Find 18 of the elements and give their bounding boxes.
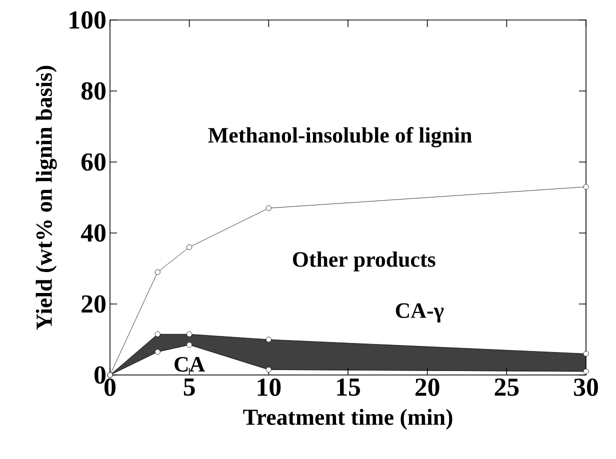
y-tick-label: 60 bbox=[81, 153, 106, 171]
series-label: Other products bbox=[293, 251, 436, 272]
annotation: Methanol-insoluble of lignin bbox=[208, 127, 472, 148]
series-label: CA bbox=[174, 356, 206, 372]
x-tick-label: 25 bbox=[494, 378, 519, 396]
x-axis-title: Treatment time (min) bbox=[243, 408, 452, 430]
x-tick-label: 15 bbox=[337, 378, 360, 396]
x-tick-label: 30 bbox=[574, 378, 598, 396]
y-tick-label: 20 bbox=[82, 295, 106, 313]
y-axis-title: Yield (wt% on lignin basis) bbox=[36, 66, 57, 330]
y-tick-label: 100 bbox=[70, 11, 106, 29]
y-tick-label: 80 bbox=[81, 82, 106, 100]
y-tick-label: 40 bbox=[80, 224, 106, 242]
x-tick-label: 10 bbox=[258, 378, 281, 396]
x-tick-label: 5 bbox=[184, 378, 195, 396]
x-tick-label: 20 bbox=[415, 378, 440, 396]
series-label: CA-γ bbox=[396, 303, 444, 322]
y-tick-label: 0 bbox=[94, 366, 106, 384]
